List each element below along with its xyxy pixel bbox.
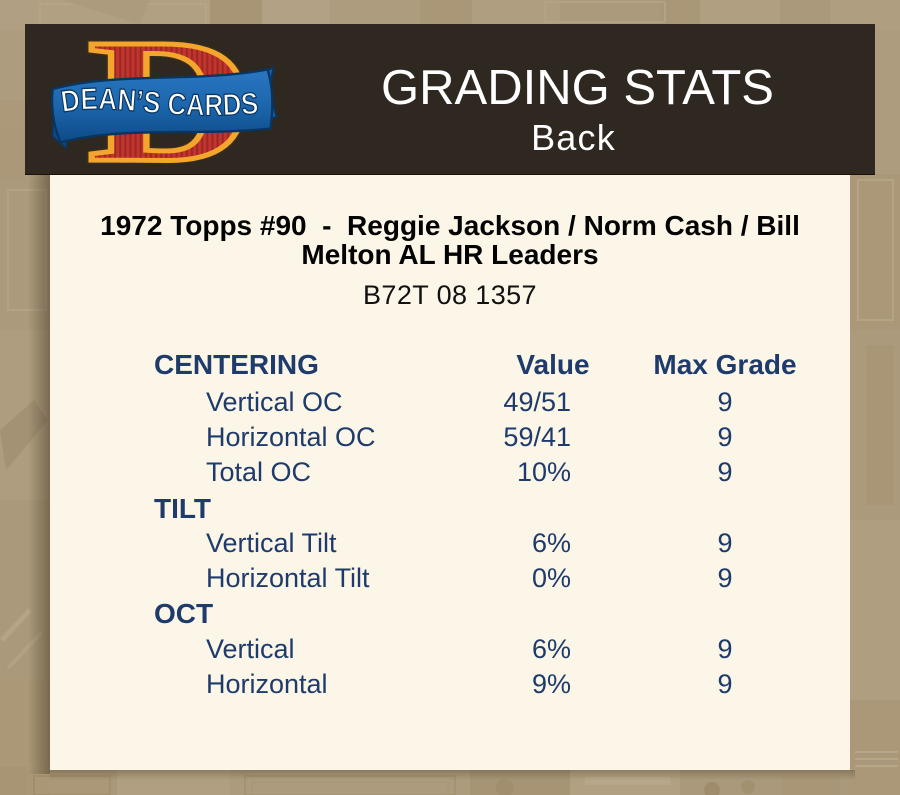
row-label: Vertical — [206, 633, 295, 664]
row-max-grade: 9 — [717, 633, 733, 664]
table-row: Horizontal 9% 9 — [50, 667, 850, 702]
row-value: 49/51 — [503, 386, 571, 417]
row-label: Vertical Tilt — [206, 527, 337, 558]
table-row: Vertical 6% 9 — [50, 632, 850, 667]
row-value: 0% — [531, 563, 571, 594]
header-bar: D D DEAN’S CARDS GRADING STATS Back — [25, 24, 875, 175]
table-row: Total OC 10% 9 — [50, 455, 850, 490]
column-header-centering: CENTERING — [154, 349, 319, 381]
row-value: 59/41 — [503, 421, 571, 452]
row-value: 6% — [531, 633, 571, 664]
row-label: Horizontal OC — [206, 421, 376, 452]
header-titles: GRADING STATS Back — [280, 24, 875, 174]
deans-cards-logo[interactable]: D D DEAN’S CARDS — [45, 32, 285, 170]
row-max-grade: 9 — [717, 386, 733, 417]
row-label: Total OC — [206, 457, 312, 488]
collage-right-strip — [850, 174, 900, 795]
page-subtitle: Back — [531, 116, 616, 158]
grading-table: CENTERING Value Max Grade Vertical OC 49… — [50, 347, 850, 702]
row-max-grade: 9 — [717, 527, 733, 558]
row-value: 9% — [531, 669, 571, 700]
section-label-oct: OCT — [154, 598, 214, 630]
row-value — [440, 491, 666, 526]
row-value: 10% — [516, 457, 571, 488]
logo-banner: DEAN’S CARDS — [50, 65, 278, 151]
logo-banner-text: DEAN’S CARDS — [58, 81, 260, 123]
table-row: Horizontal OC 59/41 9 — [50, 420, 850, 455]
table-header-row: CENTERING Value Max Grade — [50, 347, 850, 382]
page-title: GRADING STATS — [381, 60, 774, 115]
row-max-grade: 9 — [717, 669, 733, 700]
row-label: Vertical OC — [206, 386, 343, 417]
row-value: 6% — [531, 527, 571, 558]
row-max-grade — [666, 596, 850, 631]
row-max-grade — [666, 491, 850, 526]
column-header-max-grade: Max Grade — [653, 349, 797, 381]
table-section-row: OCT — [50, 596, 850, 631]
row-max-grade: 9 — [717, 457, 733, 488]
row-label: Horizontal Tilt — [206, 563, 370, 594]
cert-number: B72T 08 1357 — [363, 279, 537, 310]
section-label-tilt: TILT — [154, 492, 212, 524]
column-header-value: Value — [516, 349, 590, 381]
row-max-grade: 9 — [717, 421, 733, 452]
svg-text:DEAN’S CARDS: DEAN’S CARDS — [59, 82, 260, 122]
table-section-row: TILT — [50, 491, 850, 526]
table-row: Vertical Tilt 6% 9 — [50, 526, 850, 561]
row-value — [440, 596, 666, 631]
grading-panel: 1972 Topps #90 - Reggie Jackson / Norm C… — [50, 174, 850, 770]
row-max-grade: 9 — [717, 563, 733, 594]
row-label: Horizontal — [206, 669, 328, 700]
table-row: Horizontal Tilt 0% 9 — [50, 561, 850, 596]
card-title: 1972 Topps #90 - Reggie Jackson / Norm C… — [100, 210, 808, 270]
table-row: Vertical OC 49/51 9 — [50, 385, 850, 420]
